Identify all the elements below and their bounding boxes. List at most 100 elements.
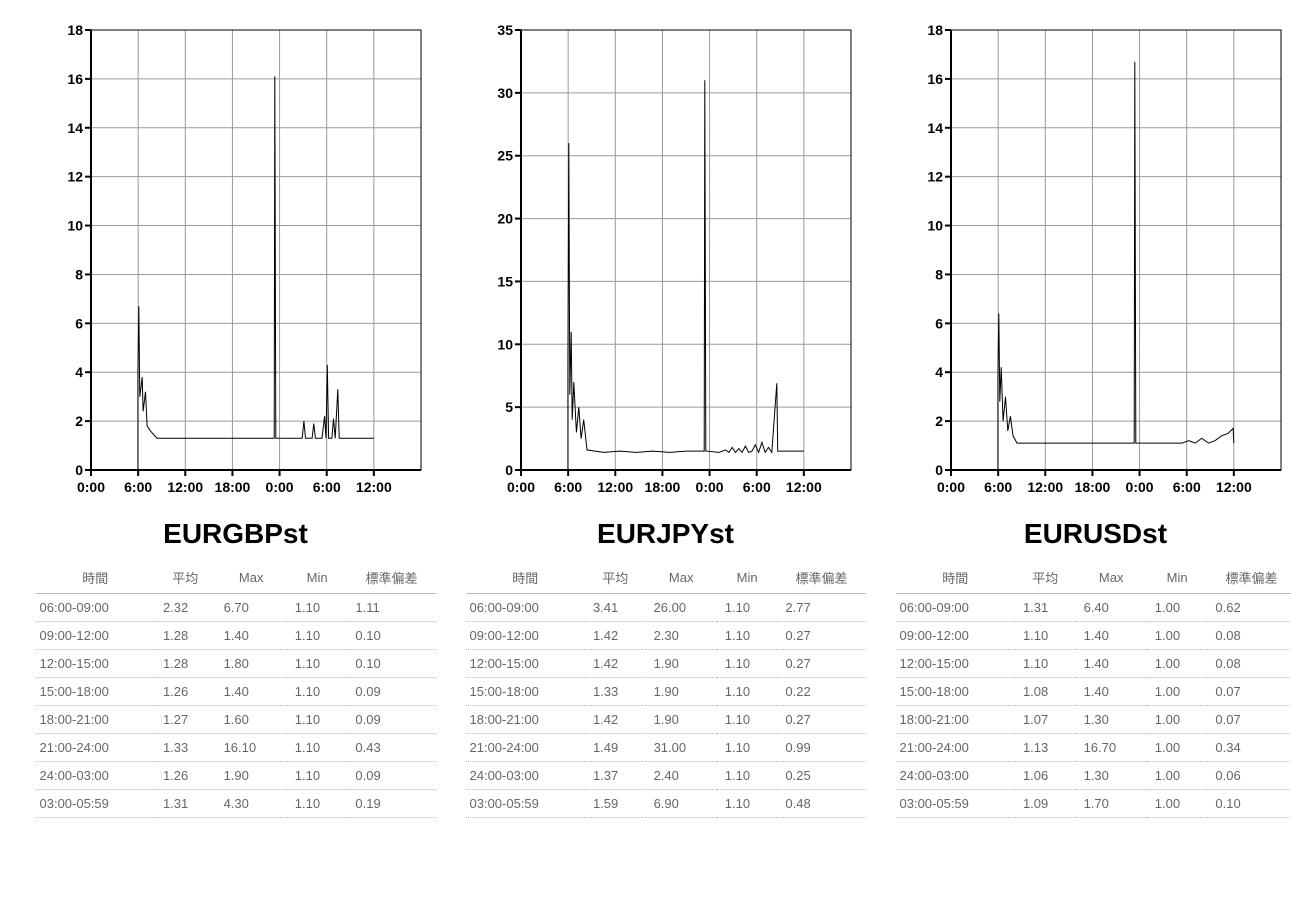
table-cell: 0.09	[347, 678, 435, 706]
table-cell: 6.70	[216, 594, 287, 622]
table-cell: 1.33	[585, 678, 646, 706]
table-cell: 0.62	[1207, 594, 1291, 622]
table-cell: 0.22	[777, 678, 865, 706]
table-cell: 0.43	[347, 734, 435, 762]
table-cell: 1.10	[287, 762, 348, 790]
column-header: 時間	[896, 562, 1015, 594]
table-cell: 1.10	[287, 734, 348, 762]
table-cell: 1.42	[585, 650, 646, 678]
table-cell: 12:00-15:00	[466, 650, 585, 678]
table-cell: 3.41	[585, 594, 646, 622]
y-tick-label: 2	[935, 413, 943, 429]
table-cell: 1.90	[646, 706, 717, 734]
table-cell: 1.10	[287, 622, 348, 650]
table-cell: 2.32	[155, 594, 216, 622]
table-cell: 1.10	[1015, 622, 1076, 650]
y-tick-label: 2	[75, 413, 83, 429]
x-tick-label: 6:00	[984, 479, 1012, 495]
table-row: 18:00-21:001.421.901.100.27	[466, 706, 866, 734]
table-row: 18:00-21:001.071.301.000.07	[896, 706, 1291, 734]
table-cell: 1.11	[347, 594, 435, 622]
table-row: 24:00-03:001.261.901.100.09	[36, 762, 436, 790]
table-cell: 6.90	[646, 790, 717, 818]
stats-table: 時間平均MaxMin標準偏差06:00-09:002.326.701.101.1…	[36, 562, 436, 818]
y-tick-label: 6	[75, 315, 83, 331]
x-tick-label: 12:00	[1215, 479, 1251, 495]
table-cell: 0.34	[1207, 734, 1291, 762]
y-tick-label: 4	[935, 364, 943, 380]
table-cell: 4.30	[216, 790, 287, 818]
table-cell: 1.10	[717, 622, 778, 650]
x-tick-label: 18:00	[214, 479, 250, 495]
table-cell: 0.07	[1207, 678, 1291, 706]
table-cell: 12:00-15:00	[896, 650, 1015, 678]
table-cell: 0.27	[777, 650, 865, 678]
x-tick-label: 12:00	[355, 479, 391, 495]
table-row: 21:00-24:001.4931.001.100.99	[466, 734, 866, 762]
table-cell: 1.09	[1015, 790, 1076, 818]
table-cell: 18:00-21:00	[466, 706, 585, 734]
x-tick-label: 6:00	[742, 479, 770, 495]
table-cell: 0.10	[347, 650, 435, 678]
x-tick-label: 6:00	[554, 479, 582, 495]
table-cell: 1.26	[155, 678, 216, 706]
table-cell: 1.40	[216, 622, 287, 650]
table-cell: 1.10	[287, 650, 348, 678]
table-row: 24:00-03:001.061.301.000.06	[896, 762, 1291, 790]
x-tick-label: 6:00	[1172, 479, 1200, 495]
x-tick-label: 12:00	[597, 479, 633, 495]
table-cell: 0.99	[777, 734, 865, 762]
x-tick-label: 12:00	[1027, 479, 1063, 495]
table-cell: 15:00-18:00	[896, 678, 1015, 706]
table-cell: 0.19	[347, 790, 435, 818]
column-header: 標準偏差	[777, 562, 865, 594]
table-cell: 1.26	[155, 762, 216, 790]
table-cell: 0.08	[1207, 650, 1291, 678]
table-cell: 1.49	[585, 734, 646, 762]
table-cell: 18:00-21:00	[36, 706, 155, 734]
table-cell: 0.27	[777, 706, 865, 734]
x-tick-label: 0:00	[506, 479, 534, 495]
y-tick-label: 0	[75, 462, 83, 478]
table-cell: 1.31	[155, 790, 216, 818]
table-cell: 6.40	[1076, 594, 1147, 622]
table-cell: 1.40	[216, 678, 287, 706]
table-cell: 24:00-03:00	[36, 762, 155, 790]
x-tick-label: 0:00	[695, 479, 723, 495]
y-tick-label: 16	[927, 71, 943, 87]
column-header: 時間	[36, 562, 155, 594]
table-cell: 21:00-24:00	[466, 734, 585, 762]
table-cell: 26.00	[646, 594, 717, 622]
table-cell: 1.00	[1147, 762, 1208, 790]
table-cell: 24:00-03:00	[466, 762, 585, 790]
table-cell: 0.09	[347, 706, 435, 734]
table-cell: 1.28	[155, 650, 216, 678]
y-tick-label: 10	[497, 336, 513, 352]
table-cell: 0.10	[347, 622, 435, 650]
x-tick-label: 0:00	[76, 479, 104, 495]
table-cell: 21:00-24:00	[36, 734, 155, 762]
table-cell: 0.07	[1207, 706, 1291, 734]
table-cell: 1.10	[717, 762, 778, 790]
chart: 0246810121416180:006:0012:0018:000:006:0…	[891, 20, 1291, 510]
table-row: 12:00-15:001.101.401.000.08	[896, 650, 1291, 678]
panel: 0246810121416180:006:0012:0018:000:006:0…	[36, 20, 436, 818]
table-cell: 1.10	[717, 678, 778, 706]
table-cell: 1.10	[717, 790, 778, 818]
stats-table: 時間平均MaxMin標準偏差06:00-09:001.316.401.000.6…	[896, 562, 1291, 818]
table-cell: 1.90	[646, 650, 717, 678]
column-header: 平均	[1015, 562, 1076, 594]
table-cell: 1.59	[585, 790, 646, 818]
table-row: 12:00-15:001.281.801.100.10	[36, 650, 436, 678]
table-cell: 24:00-03:00	[896, 762, 1015, 790]
table-cell: 1.30	[1076, 706, 1147, 734]
y-tick-label: 8	[75, 266, 83, 282]
table-cell: 06:00-09:00	[466, 594, 585, 622]
table-row: 15:00-18:001.331.901.100.22	[466, 678, 866, 706]
column-header: 時間	[466, 562, 585, 594]
table-cell: 09:00-12:00	[466, 622, 585, 650]
table-cell: 1.10	[287, 706, 348, 734]
y-tick-label: 0	[935, 462, 943, 478]
table-row: 15:00-18:001.261.401.100.09	[36, 678, 436, 706]
table-cell: 1.40	[1076, 678, 1147, 706]
